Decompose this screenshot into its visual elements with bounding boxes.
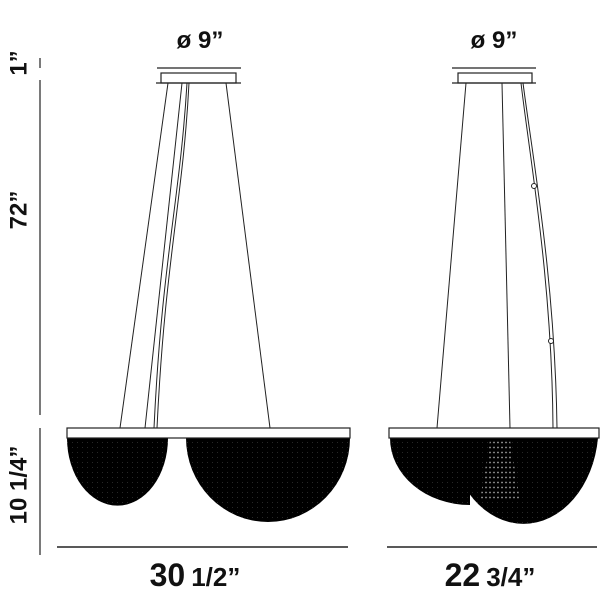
front-canopy-diameter-label: ø 9” — [177, 27, 224, 54]
side-large-crystal-dome — [449, 438, 598, 524]
front-small-crystal-dome — [67, 438, 168, 506]
front-view: ø 9” 30 1/2” — [57, 27, 351, 593]
side-canopy-diameter-label: ø 9” — [471, 27, 518, 54]
cable-height-label: 72” — [5, 191, 32, 230]
side-width-label: 22 3/4” — [445, 557, 536, 593]
side-suspension-cables — [436, 82, 558, 429]
canopy-height-label: 1” — [5, 50, 32, 75]
front-canopy — [160, 72, 237, 84]
fixture-height-label: 10 1/4” — [5, 446, 32, 525]
side-small-crystal-dome — [390, 438, 470, 505]
front-suspension-cables — [119, 82, 271, 429]
front-width-label: 30 1/2” — [150, 557, 241, 593]
side-canopy — [457, 72, 533, 84]
side-view: ø 9” 22 3/4” — [387, 27, 600, 593]
front-ring-frame — [66, 427, 351, 439]
side-ring-frame — [388, 427, 600, 439]
front-large-crystal-dome — [186, 438, 350, 522]
